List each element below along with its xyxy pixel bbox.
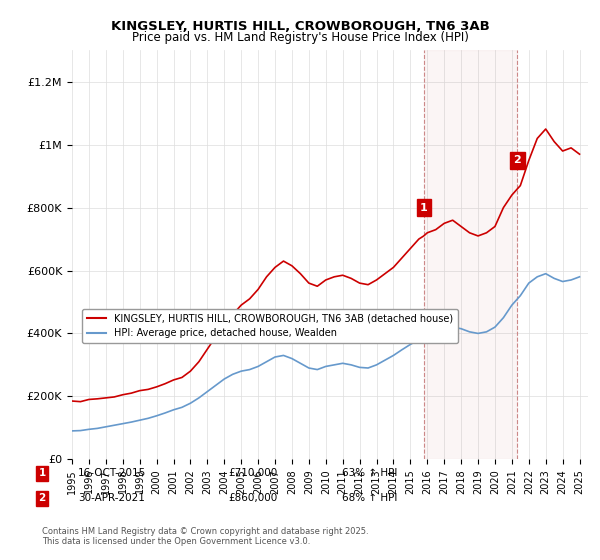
Text: 16-OCT-2015: 16-OCT-2015 <box>78 468 146 478</box>
Text: KINGSLEY, HURTIS HILL, CROWBOROUGH, TN6 3AB: KINGSLEY, HURTIS HILL, CROWBOROUGH, TN6 … <box>110 20 490 32</box>
Text: 30-APR-2021: 30-APR-2021 <box>78 493 145 503</box>
Text: 2: 2 <box>514 156 521 165</box>
Text: 63% ↑ HPI: 63% ↑ HPI <box>342 468 397 478</box>
Text: 1: 1 <box>420 203 428 213</box>
Legend: KINGSLEY, HURTIS HILL, CROWBOROUGH, TN6 3AB (detached house), HPI: Average price: KINGSLEY, HURTIS HILL, CROWBOROUGH, TN6 … <box>82 309 458 343</box>
Text: £710,000: £710,000 <box>228 468 277 478</box>
Text: Contains HM Land Registry data © Crown copyright and database right 2025.
This d: Contains HM Land Registry data © Crown c… <box>42 526 368 546</box>
Bar <box>424 50 517 459</box>
Text: £860,000: £860,000 <box>228 493 277 503</box>
Text: 1: 1 <box>38 468 46 478</box>
Text: 2: 2 <box>38 493 46 503</box>
Text: 68% ↑ HPI: 68% ↑ HPI <box>342 493 397 503</box>
Text: Price paid vs. HM Land Registry's House Price Index (HPI): Price paid vs. HM Land Registry's House … <box>131 31 469 44</box>
